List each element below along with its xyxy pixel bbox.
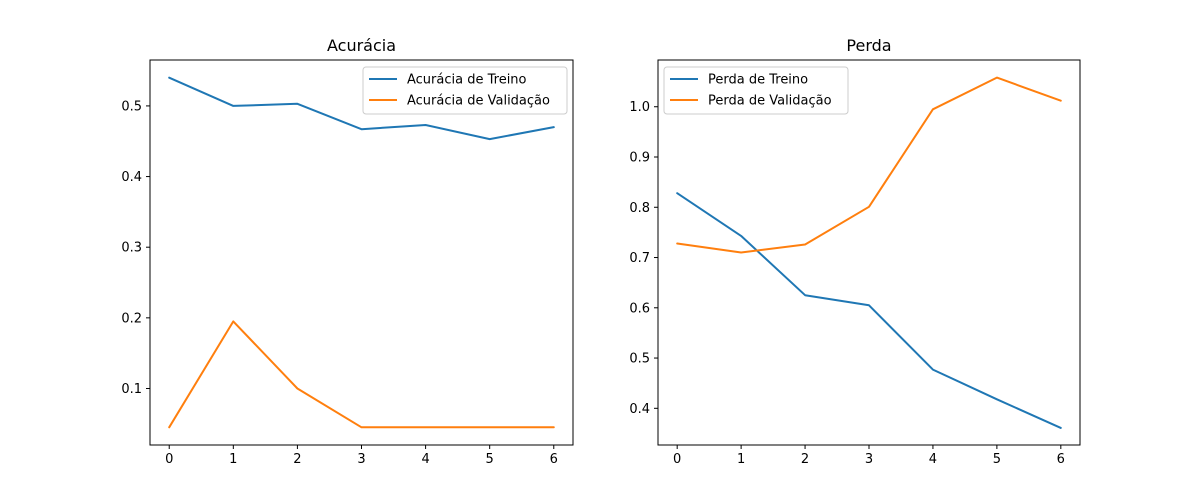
chart-0-legend: Acurácia de Treino Acurácia de Validação [362,66,568,115]
chart-1-legend-box [663,66,849,115]
chart-0-series-0-line [168,76,555,141]
chart-0-legend-box [362,66,568,115]
chart-0-y-tick-label: 0.3 [121,241,142,256]
chart-1-x-tick-label: 1 [737,452,745,467]
chart-1-y-tick-label: 0.4 [629,402,650,417]
chart-0: Acurácia 0 1 2 3 4 5 6 0.1 0.2 0.3 0.4 0.5 Acurácia d… [121,36,574,467]
chart-0-x-tick-label: 5 [486,452,494,467]
chart-1-series-0-line [676,192,1062,429]
chart-1-x-tick-label: 2 [801,452,809,467]
chart-1-x-tick-label: 6 [1057,452,1065,467]
chart-0-x-tick-label: 6 [550,452,558,467]
chart-1-x-tick-label: 0 [673,452,681,467]
chart-1-series-1-line [676,76,1062,254]
chart-1-legend: Perda de Treino Perda de Validação [663,66,849,115]
chart-0-series-1-line [168,320,555,429]
chart-0-y-tick-label: 0.5 [121,99,142,114]
chart-1-axes-frame [657,59,1081,446]
chart-0-y-tick-label: 0.2 [121,311,142,326]
chart-0-x-tick-label: 2 [293,452,301,467]
chart-0-y-tick-label: 0.4 [121,170,142,185]
chart-1: Perda 0 1 2 3 4 5 6 0.4 0.5 0.6 0.7 0.8 0.9 1.0 Perda d… [629,36,1081,467]
chart-0-y-tick-label: 0.1 [121,382,142,397]
chart-1-y-tick-label: 0.7 [629,251,650,266]
chart-1-y-tick-label: 0.5 [629,352,650,367]
chart-1-y-tick-label: 0.6 [629,301,650,316]
chart-0-legend-label-1: Acurácia de Validação [407,94,550,109]
chart-0-title: Acurácia [327,36,396,55]
chart-1-legend-label-1: Perda de Validação [708,94,832,109]
chart-1-y-tick-label: 0.9 [629,151,650,166]
chart-1-y-tick-label: 1.0 [629,100,650,115]
chart-1-x-tick-label: 4 [929,452,937,467]
chart-0-axes-frame [149,59,574,446]
chart-1-y-tick-label: 0.8 [629,201,650,216]
chart-0-x-tick-label: 0 [165,452,173,467]
chart-0-x-tick-label: 4 [421,452,429,467]
chart-1-legend-label-0: Perda de Treino [708,73,808,88]
chart-1-x-tick-label: 3 [865,452,873,467]
chart-1-title: Perda [846,36,891,55]
chart-1-x-tick-label: 5 [993,452,1001,467]
chart-0-legend-label-0: Acurácia de Treino [407,73,527,88]
chart-0-x-tick-label: 3 [357,452,365,467]
chart-0-x-tick-label: 1 [229,452,237,467]
